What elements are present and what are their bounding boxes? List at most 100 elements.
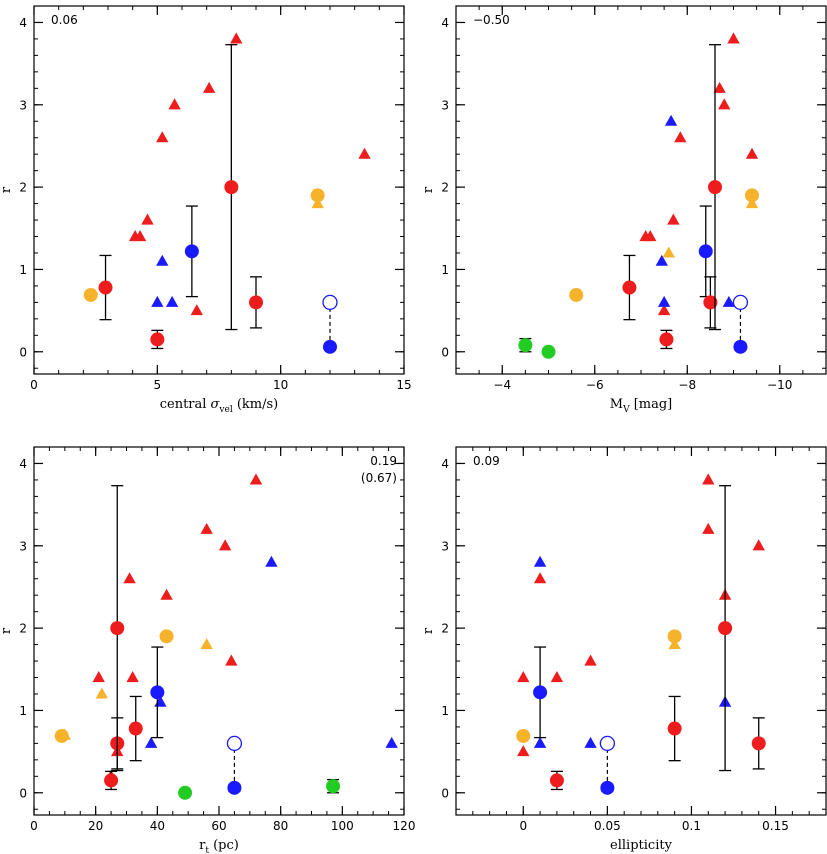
point-circle-blue <box>184 244 199 259</box>
point-triangle-orange <box>311 197 324 209</box>
y-tick-label: 4 <box>19 457 27 471</box>
plot-frame <box>455 5 827 375</box>
point-triangle-blue <box>156 254 169 266</box>
point-triangle-red <box>168 98 181 110</box>
y-tick-label: 1 <box>441 704 449 718</box>
point-triangle-red <box>667 213 680 225</box>
y-axis-label: r <box>421 627 436 634</box>
point-circle-red <box>549 773 564 788</box>
x-tick-label: 40 <box>150 819 165 833</box>
point-circle-red <box>98 280 113 295</box>
point-open-circle-blue <box>322 294 338 311</box>
y-tick-label: 0 <box>19 345 27 359</box>
x-tick-label: 0.15 <box>762 819 789 833</box>
x-tick-label: 0.05 <box>594 819 621 833</box>
x-axis-label-text: r <box>199 838 206 853</box>
x-axis-label-tail: (km/s) <box>233 397 279 412</box>
point-triangle-red <box>657 304 671 316</box>
x-axis-label-subscript: t <box>205 846 209 854</box>
x-axis-label-text: M <box>610 397 623 412</box>
point-triangle-red <box>141 213 154 225</box>
x-tick-label: 0 <box>30 378 38 392</box>
x-tick-label: 5 <box>154 378 162 392</box>
point-triangle-red <box>718 98 731 110</box>
data-markers <box>83 32 371 354</box>
x-axis-label-symbol: σ <box>211 397 221 412</box>
point-circle-blue <box>698 244 713 259</box>
x-axis-label: rt (pc) <box>199 838 239 854</box>
point-triangle-red <box>249 473 263 485</box>
point-triangle-red <box>133 230 147 242</box>
point-triangle-blue <box>165 295 179 307</box>
point-circle-green <box>326 779 341 794</box>
x-tick-label: 20 <box>88 819 103 833</box>
point-circle-orange <box>54 728 69 743</box>
x-tick-label: 15 <box>396 378 411 392</box>
point-triangle-orange <box>662 246 675 258</box>
point-triangle-red <box>584 654 597 666</box>
point-triangle-red <box>550 671 564 683</box>
x-tick-label: 0.1 <box>682 819 701 833</box>
point-triangle-blue <box>722 295 736 307</box>
point-triangle-red <box>200 522 213 534</box>
point-triangle-red <box>160 588 173 600</box>
y-tick-label: 2 <box>19 622 27 636</box>
point-triangle-red <box>123 572 136 584</box>
point-triangle-red <box>644 230 657 242</box>
point-circle-red <box>659 332 674 347</box>
point-triangle-red <box>702 522 715 534</box>
point-triangle-blue <box>533 736 547 748</box>
point-triangle-red <box>218 539 232 551</box>
point-circle-red <box>224 180 239 195</box>
y-tick-label: 4 <box>441 457 449 471</box>
point-triangle-blue <box>151 295 164 307</box>
chart-panel-panel-sigma: 0 5 10 15 0 1 2 3 4 r central σvel (km/s) 0.06 <box>0 5 412 415</box>
point-triangle-orange <box>745 197 759 209</box>
correlation-label: 0.09 <box>473 454 500 468</box>
y-tick-label: 0 <box>441 786 449 800</box>
point-circle-red <box>708 180 722 195</box>
y-tick-label: 0 <box>19 786 27 800</box>
x-tick-label: 0 <box>30 819 38 833</box>
y-tick-label: 3 <box>441 539 449 553</box>
point-circle-green <box>518 338 533 353</box>
point-circle-orange <box>516 728 531 743</box>
point-circle-green <box>178 785 193 800</box>
point-circle-red <box>128 721 143 736</box>
x-tick-label: −8 <box>678 378 696 392</box>
point-triangle-red <box>533 572 547 584</box>
x-axis-label-tail: [mag] <box>630 397 673 412</box>
point-triangle-blue <box>584 736 597 748</box>
x-tick-label: −6 <box>586 378 604 392</box>
point-triangle-red <box>190 304 203 316</box>
point-circle-red <box>718 621 733 636</box>
x-tick-label: −4 <box>493 378 511 392</box>
point-circle-green <box>541 344 556 359</box>
y-tick-label: 1 <box>19 263 27 277</box>
point-circle-orange <box>569 287 584 302</box>
point-circle-orange <box>310 188 325 203</box>
point-triangle-blue <box>144 736 158 748</box>
x-tick-label: 60 <box>211 819 226 833</box>
y-tick-label: 2 <box>441 181 449 195</box>
point-open-circle-blue <box>226 735 243 752</box>
correlation-label: 0.19 <box>370 454 397 468</box>
point-triangle-orange <box>95 687 109 699</box>
point-triangle-blue <box>533 555 547 567</box>
x-axis-label-tail: (pc) <box>209 838 239 853</box>
point-circle-red <box>150 332 165 347</box>
point-triangle-red <box>230 32 243 44</box>
y-axis-label: r <box>0 186 14 193</box>
plot-frame <box>33 5 405 375</box>
point-circle-red <box>751 736 766 751</box>
point-triangle-red <box>92 671 105 683</box>
y-tick-label: 4 <box>441 16 449 30</box>
data-markers <box>54 473 398 800</box>
y-tick-label: 2 <box>441 622 449 636</box>
point-circle-blue <box>150 685 165 700</box>
point-triangle-red <box>156 131 169 143</box>
point-triangle-blue <box>265 555 278 567</box>
y-tick-label: 3 <box>441 98 449 112</box>
point-triangle-blue <box>385 736 398 748</box>
